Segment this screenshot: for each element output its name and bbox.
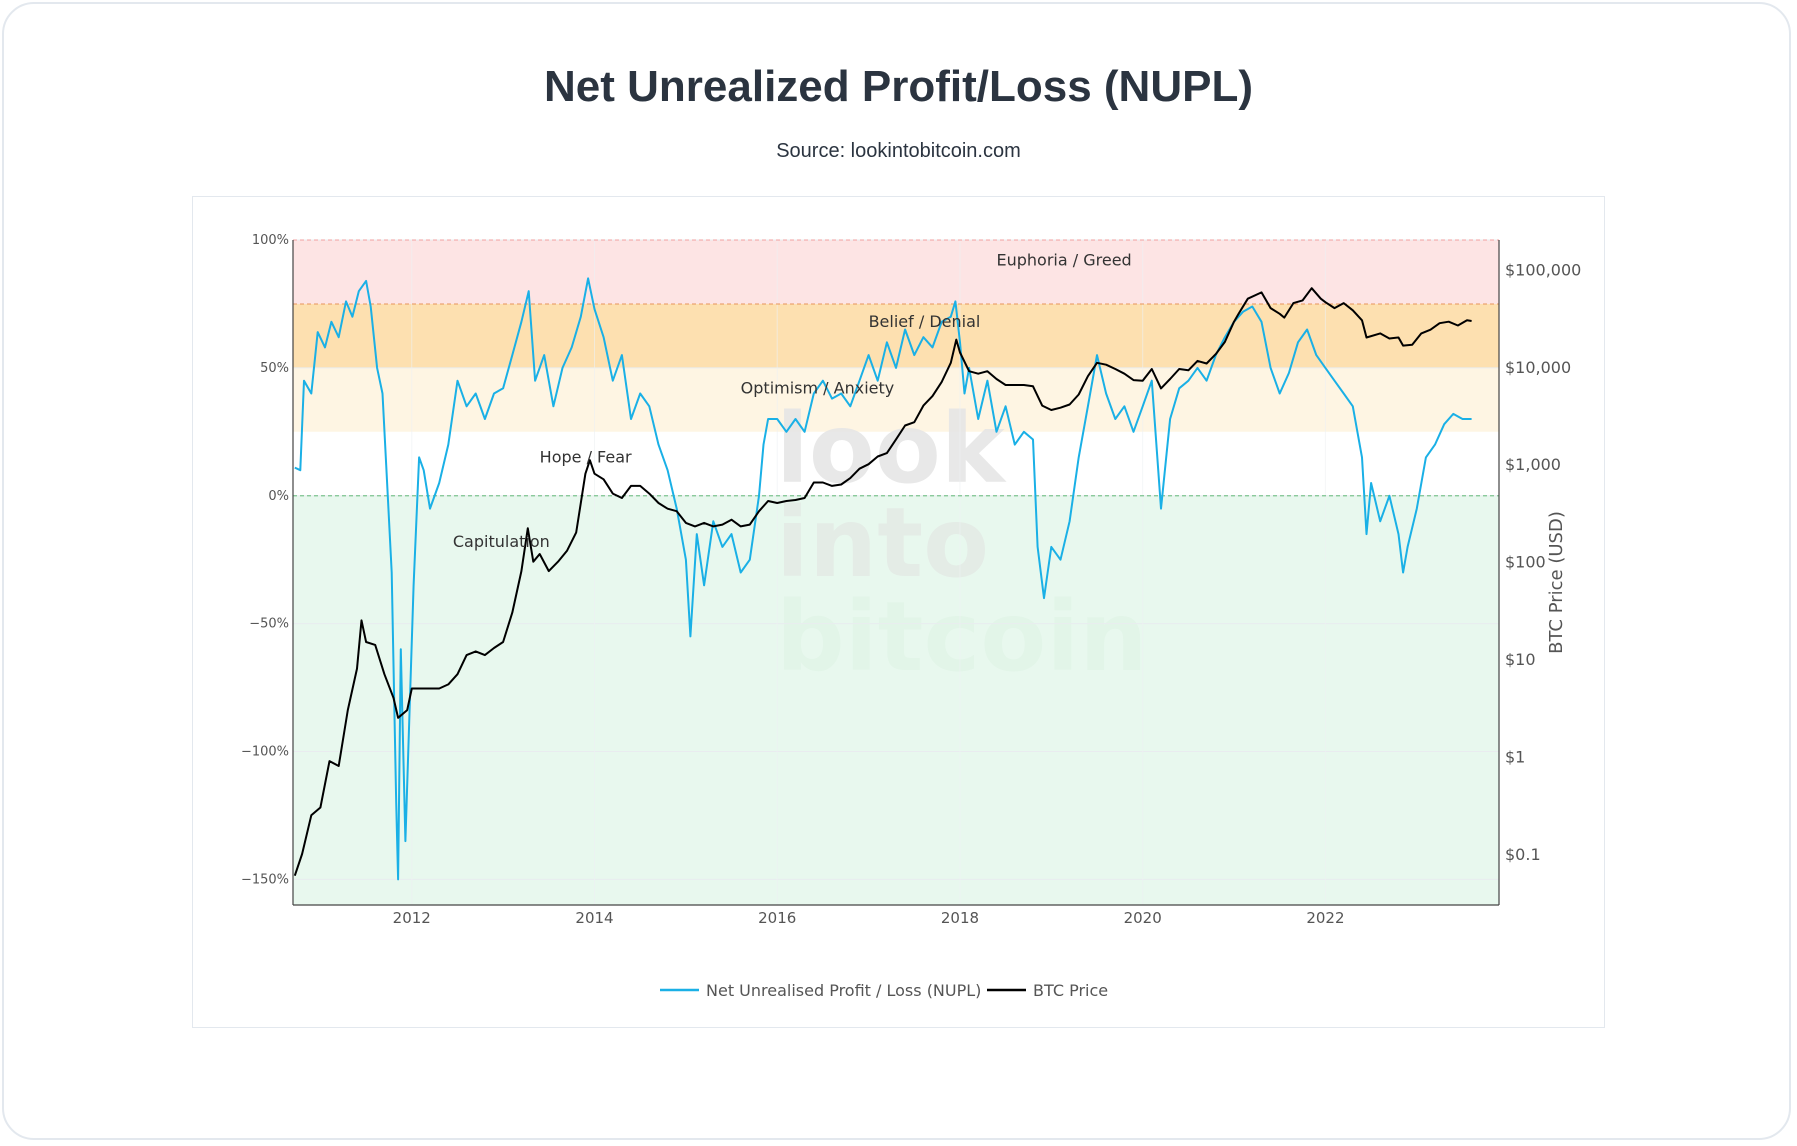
zone-label: Euphoria / Greed [997, 250, 1132, 269]
zone-label: Optimism / Anxiety [741, 378, 895, 397]
y-right-tick-label: $0.1 [1505, 845, 1541, 864]
y-right-tick-label: $10,000 [1505, 358, 1571, 377]
legend: Net Unrealised Profit / Loss (NUPL) BTC P… [660, 981, 1108, 1000]
y-right-tick-label: $10 [1505, 650, 1536, 669]
y-left-tick-label: 50% [260, 361, 289, 376]
zone-labels: Euphoria / Greed Belief / Denial Optimism … [453, 250, 1132, 550]
y-right-axis-title: BTC Price (USD) [1546, 511, 1567, 654]
series-lines [293, 277, 1472, 881]
page-subtitle: Source: lookintobitcoin.com [776, 140, 1021, 162]
x-tick-label: 2012 [393, 909, 431, 927]
zone-band [293, 495, 1499, 905]
legend-label-price: BTC Price [1033, 981, 1108, 1000]
x-tick-label: 2018 [941, 909, 979, 927]
btc-price-series-line [293, 287, 1472, 877]
zone-band [293, 367, 1499, 432]
y-left-tick-label: −50% [249, 617, 289, 632]
zone-label: Belief / Denial [869, 312, 981, 331]
y-right-tick-label: $100 [1505, 553, 1546, 572]
y-left-tick-label: 0% [268, 489, 289, 504]
watermark-word: bitcoin [776, 581, 1148, 693]
x-tick-label: 2016 [758, 909, 796, 927]
tick-labels: 100% 50% 0% −50% −100% −150% $100,000 $10,000 $1… [241, 233, 1581, 927]
page-title: Net Unrealized Profit/Loss (NUPL) [544, 62, 1253, 111]
zone-band [293, 303, 1499, 368]
watermark-word: into [776, 487, 989, 599]
zone-bands [293, 240, 1499, 905]
y-left-tick-label: −100% [241, 745, 289, 760]
nupl-series-line [294, 277, 1472, 881]
zone-label: Hope / Fear [540, 447, 632, 466]
watermark-word: look [776, 393, 1007, 505]
zone-band [293, 431, 1499, 496]
legend-label-nupl: Net Unrealised Profit / Loss (NUPL) [706, 981, 981, 1000]
zone-band [293, 240, 1499, 304]
watermark: lookintobitcoin [776, 393, 1148, 693]
zone-label: Capitulation [453, 532, 550, 551]
y-left-tick-label: 100% [252, 233, 289, 248]
axes [292, 240, 1500, 906]
x-tick-label: 2022 [1306, 909, 1344, 927]
x-tick-label: 2020 [1124, 909, 1162, 927]
y-right-tick-label: $1,000 [1505, 455, 1561, 474]
y-right-tick-label: $100,000 [1505, 260, 1581, 279]
x-tick-label: 2014 [575, 909, 613, 927]
y-left-tick-label: −150% [241, 872, 289, 887]
y-right-tick-label: $1 [1505, 748, 1525, 767]
